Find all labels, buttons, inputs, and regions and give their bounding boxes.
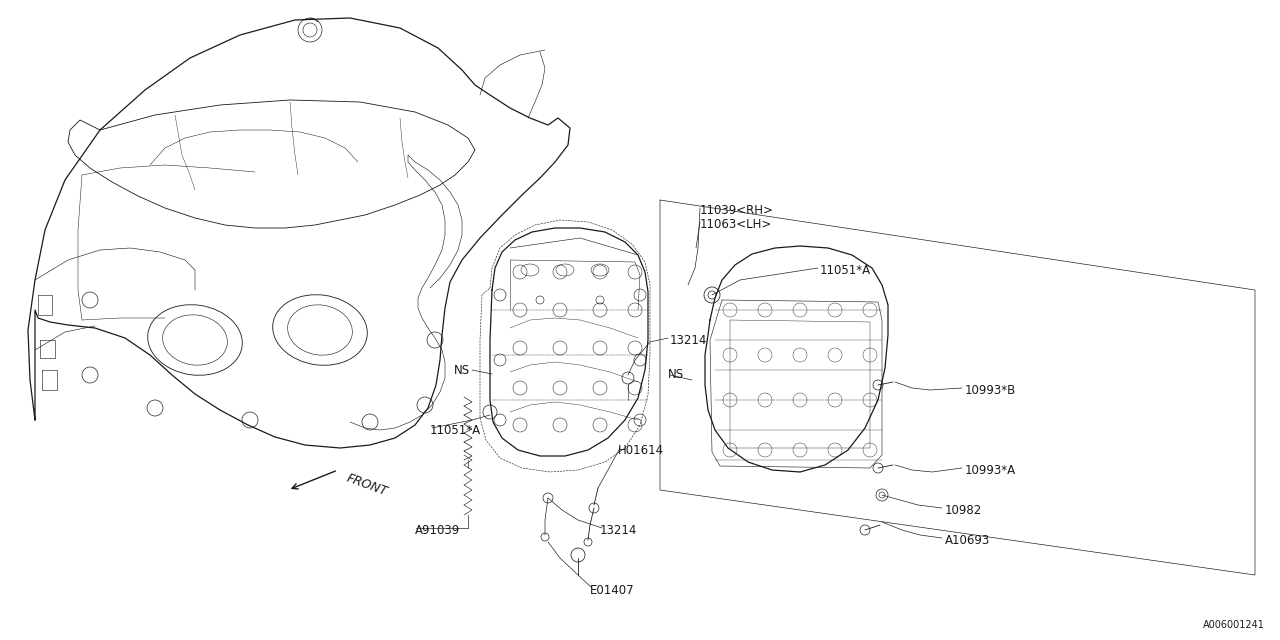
Text: 13214: 13214 <box>669 333 708 346</box>
Text: H01614: H01614 <box>618 444 664 456</box>
Text: 10993*A: 10993*A <box>965 463 1016 477</box>
Text: 13214: 13214 <box>600 524 637 536</box>
Text: NS: NS <box>454 364 470 376</box>
Text: 11051*A: 11051*A <box>430 424 481 436</box>
Text: E01407: E01407 <box>590 584 635 596</box>
Text: NS: NS <box>668 369 684 381</box>
Text: 11063<LH>: 11063<LH> <box>700 218 772 232</box>
Text: 10993*B: 10993*B <box>965 383 1016 397</box>
Text: A10693: A10693 <box>945 534 991 547</box>
Text: FRONT: FRONT <box>346 472 389 499</box>
Text: A006001241: A006001241 <box>1203 620 1265 630</box>
Text: 11039<RH>: 11039<RH> <box>700 204 774 216</box>
Text: A91039: A91039 <box>415 524 461 536</box>
Text: 10982: 10982 <box>945 504 982 516</box>
Text: 11051*A: 11051*A <box>820 264 872 276</box>
